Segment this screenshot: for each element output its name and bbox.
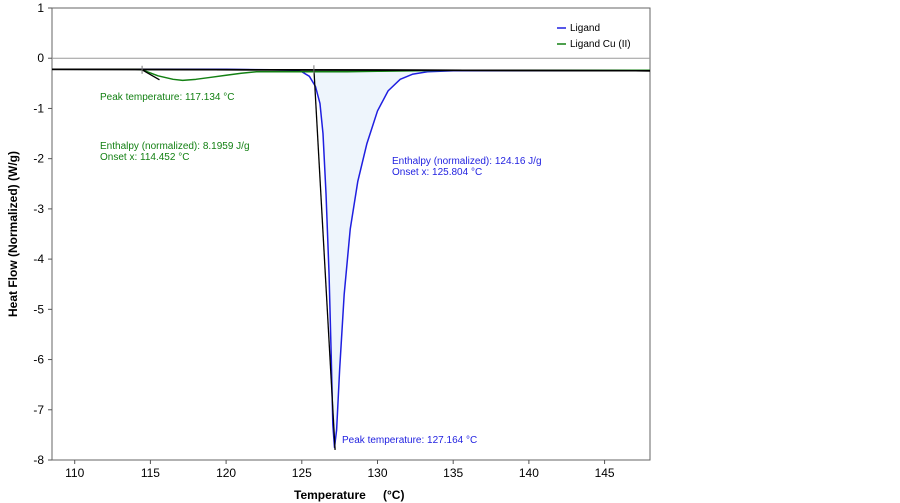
- y-tick-label: -2: [33, 152, 44, 166]
- annotation-cu-enthalpy: Enthalpy (normalized): 8.1959 J/g: [100, 141, 250, 152]
- annotation-ligand-peak-temperature: Peak temperature: 127.164 °C: [342, 435, 477, 446]
- x-axis: 110 115 120 125 130 135 140 145: [65, 460, 615, 480]
- y-axis: 1 0 -1 -2 -3 -4 -5 -6 -7 -8: [33, 1, 52, 467]
- y-tick-label: -5: [33, 302, 44, 316]
- y-tick-label: -4: [33, 252, 44, 266]
- annotation-cu-onset: Onset x: 114.452 °C: [100, 152, 189, 163]
- baseline-tangent-layer: [51, 65, 651, 450]
- x-tick-label: 120: [216, 466, 236, 480]
- y-tick-label: 1: [37, 1, 44, 15]
- y-axis-title: Heat Flow (Normalized) (W/g): [6, 151, 20, 317]
- y-tick-label: -3: [33, 202, 44, 216]
- onset-tangent-ligand-cu-ii: [141, 69, 160, 81]
- annotation-ligand-onset: Onset x: 125.804 °C: [392, 167, 482, 178]
- x-axis-title: Temperature: [294, 488, 366, 502]
- y-tick-label: -8: [33, 453, 44, 467]
- series-line-ligand-cu-ii: [52, 68, 650, 82]
- y-tick-label: -6: [33, 353, 44, 367]
- onset-tangent-ligand: [313, 69, 336, 450]
- annotation-cu-peak-temperature: Peak temperature: 117.134 °C: [100, 92, 234, 103]
- annotation-ligand-enthalpy: Enthalpy (normalized): 124.16 J/g: [392, 156, 542, 167]
- x-tick-label: 140: [519, 466, 539, 480]
- ligand-peak-area: [313, 69, 446, 448]
- legend-label-ligand: Ligand: [570, 23, 600, 34]
- x-tick-label: 145: [595, 466, 615, 480]
- y-tick-label: -7: [33, 403, 44, 417]
- x-tick-label: 115: [141, 466, 160, 480]
- x-axis-unit: (°C): [383, 488, 404, 502]
- x-tick-label: 125: [292, 466, 312, 480]
- legend-label-ligand-cu: Ligand Cu (II): [570, 39, 631, 50]
- y-tick-label: -1: [33, 101, 44, 115]
- legend: Ligand Ligand Cu (II): [557, 23, 631, 50]
- peak-area-layer: [313, 69, 446, 448]
- baseline-ligand-cu-ii: [51, 68, 651, 72]
- x-tick-label: 130: [367, 466, 387, 480]
- y-tick-label: 0: [37, 51, 44, 65]
- x-tick-label: 135: [443, 466, 463, 480]
- x-tick-label: 110: [65, 466, 84, 480]
